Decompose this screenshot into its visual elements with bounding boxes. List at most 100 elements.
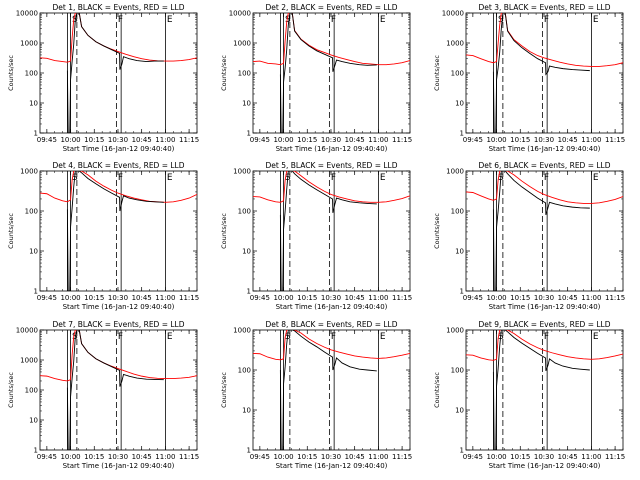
panel-title: Det 5, BLACK = Events, RED = LLD xyxy=(265,161,397,170)
y-tick-label: 100 xyxy=(238,70,251,78)
x-tick-label: 10:00 xyxy=(60,453,80,461)
y-tick-label: 1 xyxy=(460,288,464,296)
y-tick-label: 1000 xyxy=(20,168,38,176)
x-tick-label: 10:45 xyxy=(558,136,578,144)
x-tick-label: 11:00 xyxy=(368,294,388,302)
x-tick-label: 09:45 xyxy=(250,453,270,461)
event-marker-label: F xyxy=(118,173,123,183)
panel-title: Det 6, BLACK = Events, RED = LLD xyxy=(478,161,610,170)
x-tick-label: 10:00 xyxy=(273,294,293,302)
plot-frame xyxy=(39,170,198,292)
panel-title: Det 1, BLACK = Events, RED = LLD xyxy=(52,3,184,12)
events-series-line xyxy=(279,171,377,291)
events-series-line xyxy=(492,330,590,450)
y-tick-label: 1 xyxy=(460,447,464,455)
y-tick-label: 1 xyxy=(247,447,251,455)
y-tick-label: 10 xyxy=(242,248,251,256)
event-marker-label: E xyxy=(593,332,599,342)
plot-frame xyxy=(465,170,624,292)
x-tick-label: 10:45 xyxy=(132,294,152,302)
plot-frame xyxy=(465,329,624,451)
y-tick-label: 1 xyxy=(247,130,251,138)
x-tick-label: 10:00 xyxy=(60,136,80,144)
x-tick-label: 11:00 xyxy=(155,136,175,144)
x-tick-label: 11:00 xyxy=(368,136,388,144)
event-marker-label: F xyxy=(544,173,549,183)
detector-panel: Det 4, BLACK = Events, RED = LLD 1 10 100 10… xyxy=(7,161,199,311)
y-tick-label: 100 xyxy=(451,70,464,78)
y-tick-label: 1000 xyxy=(20,40,38,48)
plot-frame xyxy=(252,170,411,292)
detector-panel: Det 7, BLACK = Events, RED = LLD 1 10 100 10… xyxy=(7,320,199,470)
x-tick-label: 10:15 xyxy=(297,294,317,302)
y-axis-label: Counts/sec xyxy=(7,213,15,249)
lld-series-line xyxy=(253,330,410,361)
y-tick-label: 10000 xyxy=(16,10,38,18)
x-tick-label: 10:00 xyxy=(273,453,293,461)
x-tick-label: 10:15 xyxy=(84,294,104,302)
x-tick-label: 11:15 xyxy=(179,294,199,302)
x-tick-label: 10:30 xyxy=(534,294,554,302)
event-marker-label: F xyxy=(331,332,336,342)
y-tick-label: 100 xyxy=(238,367,251,375)
y-tick-label: 100 xyxy=(25,208,38,216)
x-tick-label: 10:30 xyxy=(321,136,341,144)
y-tick-label: 10000 xyxy=(229,10,251,18)
detector-panel: Det 9, BLACK = Events, RED = LLD 1 10 100 10… xyxy=(433,320,625,470)
y-axis-label: Counts/sec xyxy=(7,55,15,91)
x-tick-label: 09:45 xyxy=(463,136,483,144)
event-marker-label: E xyxy=(167,15,173,25)
y-tick-label: 100 xyxy=(238,208,251,216)
detector-panel: Det 6, BLACK = Events, RED = LLD 1 10 100 10… xyxy=(433,161,625,311)
event-marker-label: E xyxy=(167,332,173,342)
x-tick-label: 11:00 xyxy=(155,453,175,461)
x-tick-label: 11:00 xyxy=(581,294,601,302)
x-tick-label: 11:15 xyxy=(392,136,412,144)
panel-title: Det 9, BLACK = Events, RED = LLD xyxy=(478,320,610,329)
event-marker-label: F xyxy=(118,15,123,25)
event-marker-label: F xyxy=(331,15,336,25)
panel-title: Det 8, BLACK = Events, RED = LLD xyxy=(265,320,397,329)
x-tick-label: 10:45 xyxy=(132,136,152,144)
x-tick-label: 10:15 xyxy=(297,136,317,144)
y-tick-label: 1000 xyxy=(233,168,251,176)
x-tick-label: 10:30 xyxy=(108,453,128,461)
event-marker-label: F xyxy=(331,173,336,183)
y-axis-label: Counts/sec xyxy=(220,55,228,91)
x-tick-label: 09:45 xyxy=(37,294,57,302)
x-tick-label: 11:15 xyxy=(392,453,412,461)
y-tick-label: 1000 xyxy=(446,327,464,335)
y-axis-label: Counts/sec xyxy=(433,372,441,408)
x-axis-label: Start Time (16-Jan-12 09:40:40) xyxy=(276,462,388,470)
plot-frame xyxy=(252,329,411,451)
events-series-line xyxy=(66,171,164,291)
x-tick-label: 11:15 xyxy=(392,294,412,302)
events-series-line xyxy=(66,330,164,450)
event-marker-label: S xyxy=(285,332,291,342)
lld-series-line xyxy=(253,13,410,66)
x-tick-label: 10:30 xyxy=(321,294,341,302)
y-tick-label: 1 xyxy=(247,288,251,296)
x-axis-label: Start Time (16-Jan-12 09:40:40) xyxy=(489,303,601,311)
y-tick-label: 10 xyxy=(242,407,251,415)
x-tick-label: 09:45 xyxy=(463,294,483,302)
x-axis-label: Start Time (16-Jan-12 09:40:40) xyxy=(63,303,175,311)
x-tick-label: 10:15 xyxy=(510,294,530,302)
y-tick-label: 1000 xyxy=(20,357,38,365)
event-marker-label: F xyxy=(544,15,549,25)
y-tick-label: 100 xyxy=(25,387,38,395)
x-tick-label: 11:00 xyxy=(368,453,388,461)
y-tick-label: 10 xyxy=(29,100,38,108)
x-tick-label: 11:15 xyxy=(179,136,199,144)
x-tick-label: 09:45 xyxy=(463,453,483,461)
lld-series-line xyxy=(466,330,623,361)
y-tick-label: 1 xyxy=(460,130,464,138)
event-marker-label: E xyxy=(593,173,599,183)
events-series-line xyxy=(492,171,590,291)
x-tick-label: 10:30 xyxy=(108,294,128,302)
x-tick-label: 10:00 xyxy=(273,136,293,144)
y-tick-label: 10 xyxy=(455,407,464,415)
y-tick-label: 1000 xyxy=(446,40,464,48)
x-tick-label: 10:15 xyxy=(510,453,530,461)
